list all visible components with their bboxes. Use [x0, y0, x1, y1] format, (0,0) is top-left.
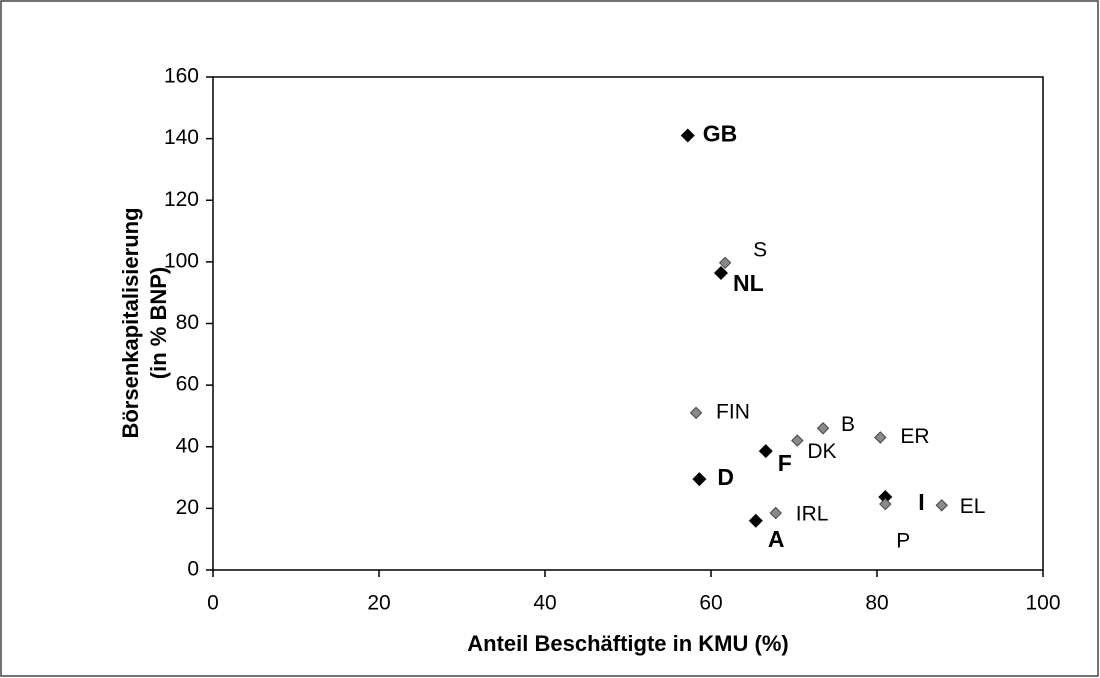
point	[718, 256, 732, 270]
x-tick-label: 40	[533, 592, 556, 615]
point-label: DK	[807, 440, 836, 463]
point-label: NL	[733, 270, 764, 296]
point-label: EL	[960, 495, 986, 518]
point	[878, 489, 893, 504]
y-tick-label: 140	[164, 126, 199, 149]
point-label: P	[896, 530, 910, 553]
point-label: IRL	[796, 503, 829, 526]
y-tick-label: 80	[176, 311, 199, 334]
point-label: S	[753, 238, 767, 261]
y-tick-label: 100	[164, 249, 199, 272]
x-tick-label: 80	[865, 592, 888, 615]
point	[713, 265, 728, 280]
y-axis-title: (in % BNP)	[146, 267, 171, 379]
point	[758, 444, 773, 459]
point	[935, 499, 948, 512]
y-tick-label: 60	[176, 373, 199, 396]
x-tick-label: 100	[1025, 592, 1060, 615]
point	[791, 434, 804, 447]
y-tick-label: 0	[187, 558, 199, 581]
point-label: I	[918, 489, 924, 515]
x-axis-title: Anteil Beschäftigte in KMU (%)	[467, 631, 788, 656]
point-label: F	[778, 450, 792, 476]
x-tick-label: 60	[699, 592, 722, 615]
y-tick-label: 40	[176, 434, 199, 457]
point-label: B	[841, 413, 855, 436]
point	[874, 431, 887, 444]
point	[680, 128, 695, 143]
point-label: FIN	[716, 400, 750, 423]
point	[689, 406, 703, 420]
y-axis-title: Börsenkapitalisierung	[118, 207, 143, 438]
point	[879, 497, 892, 511]
y-tick-label: 120	[164, 188, 199, 211]
point-label: GB	[703, 121, 738, 147]
y-tick-label: 160	[164, 65, 199, 88]
point-label: D	[717, 464, 734, 490]
point-label: A	[768, 526, 785, 552]
point-label: ER	[900, 425, 929, 448]
point	[816, 422, 830, 435]
x-tick-label: 20	[367, 592, 390, 615]
point	[692, 472, 707, 487]
point	[748, 513, 763, 528]
y-tick-label: 20	[176, 496, 199, 519]
point	[769, 506, 782, 520]
x-tick-label: 0	[207, 592, 219, 615]
